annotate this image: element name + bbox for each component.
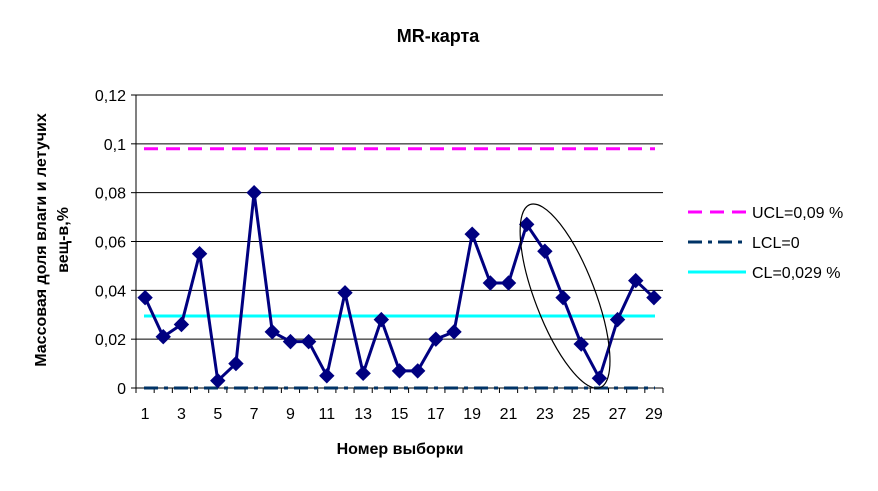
x-tick-label: 7 bbox=[250, 406, 259, 423]
y-tick-label: 0,1 bbox=[104, 137, 126, 154]
x-tick-label: 19 bbox=[463, 406, 481, 423]
x-tick-label: 23 bbox=[536, 406, 554, 423]
x-tick-label: 9 bbox=[286, 406, 295, 423]
x-tick-label: 13 bbox=[354, 406, 372, 423]
x-tick-label: 5 bbox=[213, 406, 222, 423]
data-point bbox=[482, 275, 499, 291]
x-tick-label: 27 bbox=[609, 406, 627, 423]
y-tick-label: 0,02 bbox=[95, 332, 126, 349]
series-line bbox=[143, 191, 655, 383]
data-point bbox=[337, 285, 353, 301]
data-point bbox=[137, 289, 153, 306]
control-lines bbox=[144, 147, 655, 390]
data-point bbox=[428, 331, 444, 347]
legend-label: CL=0,029 % bbox=[752, 265, 841, 282]
annotation-ellipse bbox=[519, 203, 611, 389]
y-axis-title: Массовая доля влаги и летучих вещ-в,% bbox=[33, 113, 72, 367]
data-point bbox=[500, 275, 517, 291]
y-axis-title-line-1: Массовая доля влаги и летучих bbox=[33, 113, 50, 367]
x-tick-label: 21 bbox=[500, 406, 518, 423]
legend-label: LCL=0 bbox=[752, 235, 800, 252]
data-point bbox=[628, 272, 644, 289]
x-tick-label: 11 bbox=[319, 406, 336, 423]
y-tick-label: 0,08 bbox=[95, 186, 126, 203]
y-tick-label: 0,04 bbox=[95, 283, 126, 300]
x-axis-ticks: 1 3 5 7 9 11 13 15 17 19 21 23 25 27 29 bbox=[135, 388, 664, 423]
data-point bbox=[282, 333, 299, 350]
data-point bbox=[319, 368, 335, 384]
data-point bbox=[391, 363, 408, 379]
data-point bbox=[155, 329, 171, 345]
data-point bbox=[355, 365, 371, 382]
data-point bbox=[573, 336, 589, 352]
y-tick-label: 0 bbox=[117, 381, 126, 398]
y-tick-label: 0,06 bbox=[95, 235, 126, 252]
x-tick-label: 3 bbox=[177, 406, 186, 423]
data-point bbox=[300, 333, 317, 350]
data-point bbox=[409, 363, 426, 379]
data-point bbox=[210, 372, 226, 389]
data-point bbox=[537, 243, 553, 259]
y-tick-label: 0,12 bbox=[95, 88, 126, 105]
data-point bbox=[609, 311, 626, 328]
data-point bbox=[246, 184, 262, 201]
data-point bbox=[173, 316, 190, 333]
y-axis-title-line-2: вещ-в,% bbox=[55, 207, 72, 273]
grid-lines bbox=[136, 94, 663, 340]
data-point bbox=[646, 289, 662, 306]
data-point bbox=[264, 324, 281, 340]
data-point bbox=[228, 355, 244, 372]
x-axis-title: Номер выборки bbox=[337, 441, 464, 458]
data-point bbox=[373, 311, 390, 328]
x-tick-label: 17 bbox=[427, 406, 445, 423]
data-point bbox=[464, 226, 480, 242]
data-point bbox=[446, 324, 462, 340]
legend: UCL=0,09 % LCL=0 CL=0,029 % bbox=[688, 205, 843, 282]
chart-title: MR-карта bbox=[397, 26, 481, 46]
x-tick-label: 1 bbox=[141, 406, 150, 423]
x-tick-label: 25 bbox=[572, 406, 590, 423]
x-tick-label: 15 bbox=[391, 406, 409, 423]
annotation bbox=[519, 203, 611, 389]
y-axis-ticks: 0 0,02 0,04 0,06 0,08 0,1 0,12 bbox=[95, 88, 136, 398]
data-point bbox=[191, 246, 208, 262]
data-point bbox=[591, 370, 608, 386]
data-series bbox=[137, 184, 662, 389]
data-point bbox=[555, 289, 571, 306]
legend-label: UCL=0,09 % bbox=[752, 205, 843, 222]
data-point bbox=[518, 216, 535, 233]
x-tick-label: 29 bbox=[645, 406, 663, 423]
